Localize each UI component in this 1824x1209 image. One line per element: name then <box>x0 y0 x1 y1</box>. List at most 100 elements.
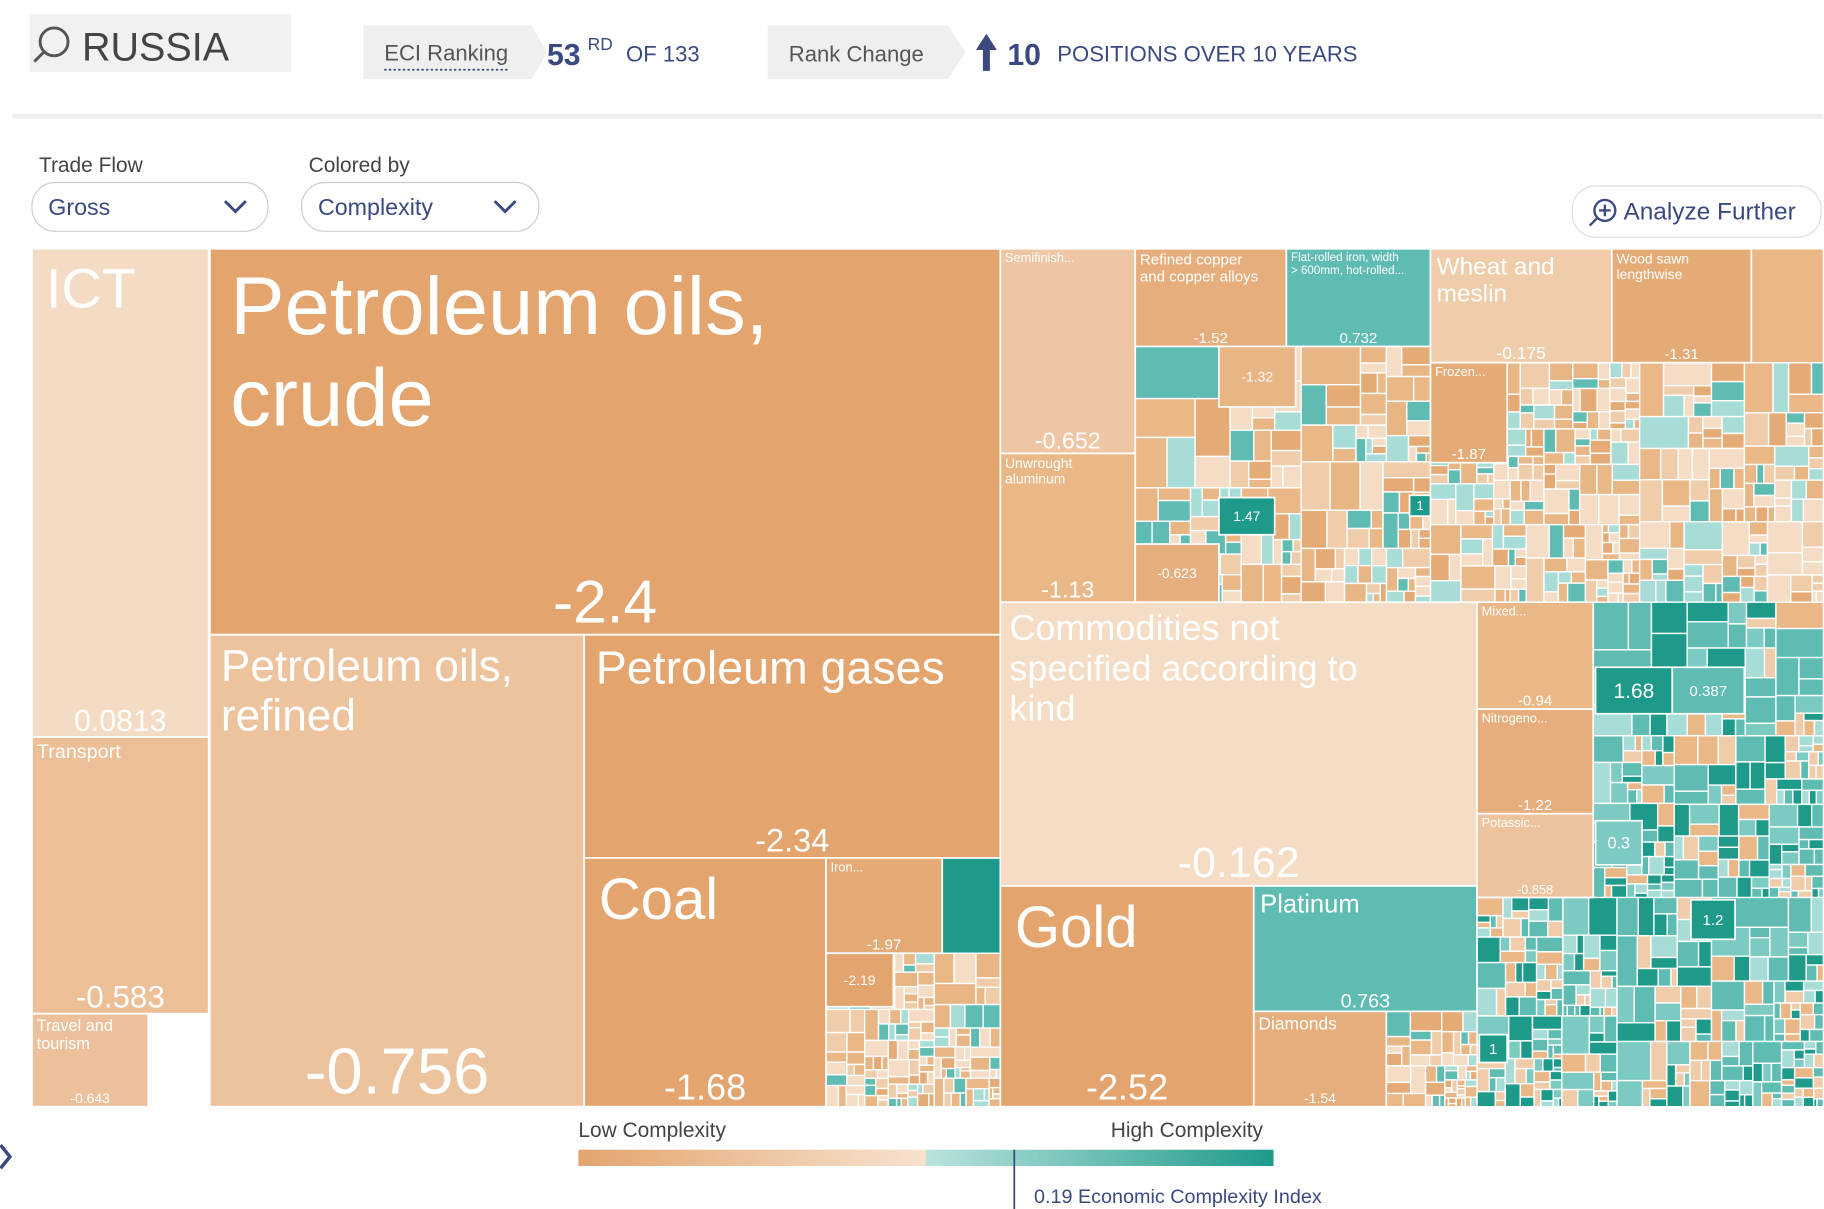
tile-rect <box>1671 666 1746 715</box>
small-tile <box>1424 1065 1438 1084</box>
small-tile <box>1531 1050 1549 1060</box>
small-tile <box>1812 1002 1824 1016</box>
small-tile <box>933 1077 945 1108</box>
eci-label[interactable]: ECI Ranking <box>384 40 508 65</box>
small-tile <box>1548 388 1563 406</box>
small-tile <box>1805 953 1824 966</box>
tile: 1 <box>1408 494 1432 518</box>
small-tile <box>1444 1070 1459 1081</box>
small-tile <box>1509 509 1525 526</box>
small-tile <box>1314 568 1333 583</box>
small-tile <box>1607 592 1620 603</box>
small-tile <box>1457 1065 1467 1081</box>
trade-flow-dropdown[interactable] <box>31 181 269 232</box>
search-box[interactable] <box>29 13 292 73</box>
small-tile <box>1787 931 1809 949</box>
small-tile <box>1654 1020 1668 1043</box>
small-tile <box>1491 523 1505 550</box>
small-tile <box>1589 987 1607 1008</box>
small-tile <box>1721 520 1751 557</box>
small-tile <box>1745 617 1777 629</box>
small-tile <box>1702 563 1724 585</box>
small-tile <box>1636 967 1659 988</box>
small-tile <box>900 1097 909 1108</box>
small-tile <box>1343 564 1359 585</box>
small-tile <box>1201 499 1221 518</box>
small-tile <box>1166 436 1196 489</box>
small-tile <box>1781 843 1800 853</box>
small-tile <box>1609 377 1627 389</box>
small-tile <box>1801 778 1824 792</box>
analyze-button[interactable] <box>1571 185 1822 238</box>
small-tile <box>1385 590 1405 603</box>
small-tile <box>1371 547 1388 567</box>
small-tile <box>1525 446 1545 458</box>
small-tile <box>1638 447 1662 481</box>
colored-by-dropdown[interactable] <box>301 181 540 232</box>
small-tile <box>1633 418 1641 430</box>
tile-label: Flat-rolled iron, width > 600mm, hot-roll… <box>1291 251 1404 277</box>
small-tile <box>1507 467 1519 482</box>
small-tile <box>1584 523 1604 561</box>
small-tile <box>1566 557 1587 573</box>
small-tile <box>1793 1058 1806 1069</box>
small-tile <box>1808 751 1819 767</box>
small-tile <box>1641 764 1675 786</box>
small-tile <box>1517 455 1534 465</box>
small-tile <box>1792 788 1803 806</box>
small-tile <box>1543 557 1568 573</box>
small-tile <box>1801 561 1824 576</box>
small-tile <box>1715 582 1724 603</box>
small-tile <box>1562 896 1590 936</box>
small-tile <box>1574 438 1591 447</box>
small-tile <box>1451 1079 1458 1093</box>
tile-rect <box>31 1012 150 1108</box>
small-tile <box>1593 1090 1609 1097</box>
small-tile <box>1561 1088 1579 1108</box>
small-tile <box>1784 760 1802 780</box>
small-tile <box>918 1046 935 1058</box>
small-tile <box>1248 478 1273 489</box>
small-tile <box>933 1027 950 1038</box>
small-tile <box>1784 990 1805 1004</box>
small-tile <box>1535 936 1564 953</box>
label-line: Petroleum gases <box>596 642 945 694</box>
small-tile <box>1752 1040 1783 1064</box>
small-tile <box>1533 1081 1551 1091</box>
tile-rect <box>208 247 1002 636</box>
small-tile <box>1743 412 1770 447</box>
small-tile <box>1662 362 1713 387</box>
small-tile <box>1460 588 1496 603</box>
tile: -0.623 <box>1134 543 1220 604</box>
small-tile <box>1431 1094 1441 1108</box>
small-tile <box>1625 377 1641 394</box>
small-tile <box>1753 575 1769 592</box>
small-tile <box>1654 749 1664 767</box>
small-tile <box>1618 514 1641 526</box>
small-tile <box>1793 1096 1804 1108</box>
small-tile <box>1556 963 1564 981</box>
small-tile <box>1707 784 1723 806</box>
eci-number: 0.19 <box>1034 1186 1072 1208</box>
small-tile <box>1281 538 1294 553</box>
small-tile <box>1813 1013 1824 1031</box>
small-tile <box>1799 1013 1816 1031</box>
small-tile <box>1382 491 1401 514</box>
tile-value: -0.583 <box>76 979 165 1014</box>
small-tile <box>1326 509 1348 550</box>
small-tile <box>1748 542 1761 557</box>
small-tile <box>1476 936 1501 964</box>
small-tile <box>1343 582 1368 603</box>
small-tile <box>1157 487 1192 502</box>
small-tile <box>926 1071 935 1085</box>
small-tile <box>1592 866 1606 901</box>
small-tile <box>940 1056 956 1070</box>
side-arrow[interactable] <box>0 1143 13 1170</box>
small-tile <box>1753 494 1776 508</box>
small-tile <box>1787 953 1807 982</box>
small-tile <box>1584 1053 1602 1073</box>
small-tile <box>1774 479 1793 499</box>
small-tile <box>984 986 1002 1006</box>
small-tile <box>1793 1049 1806 1061</box>
small-tile <box>1409 1065 1427 1095</box>
